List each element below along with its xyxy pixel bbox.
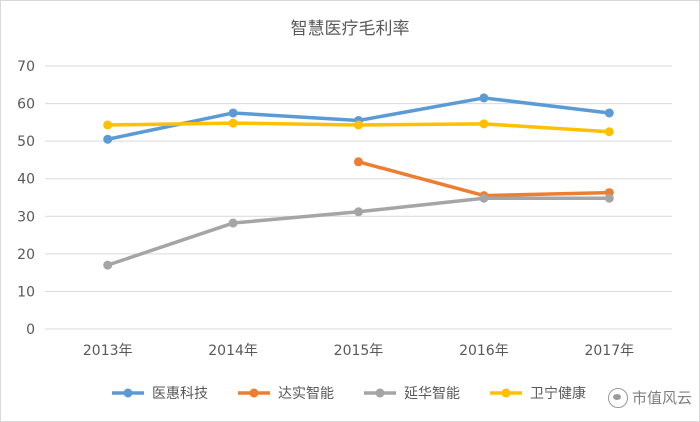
legend-label: 达实智能 (278, 386, 334, 402)
x-tick-label: 2016年 (459, 343, 509, 359)
x-tick-label: 2014年 (208, 343, 258, 359)
data-point (479, 119, 489, 129)
legend-swatch-marker (249, 388, 259, 398)
legend-label: 延华智能 (404, 386, 460, 402)
legend-swatch-marker (123, 388, 133, 398)
data-point (604, 127, 614, 137)
chart-title: 智慧医疗毛利率 (290, 19, 410, 39)
legend: 医惠科技 达实智能 延华智能 卫宁健康 (112, 385, 586, 402)
watermark-text: 市值风云 (631, 389, 692, 407)
data-point (354, 157, 363, 167)
y-tick-label: 40 (17, 172, 35, 188)
legend-label: 卫宁健康 (530, 385, 586, 402)
y-tick-label: 70 (17, 59, 35, 75)
wechat-bubble-icon (607, 387, 628, 408)
gridlines (45, 65, 672, 330)
y-tick-label: 60 (17, 97, 35, 113)
data-point (103, 260, 113, 270)
y-tick-label: 10 (17, 284, 35, 300)
data-point (228, 108, 238, 118)
series-group (103, 93, 614, 270)
data-point (228, 218, 238, 228)
y-tick-label: 50 (17, 134, 35, 150)
y-tick-label: 20 (17, 247, 35, 263)
data-point (354, 120, 363, 130)
legend-item: 延华智能 (364, 386, 460, 402)
data-point (354, 207, 363, 217)
data-point (479, 93, 489, 103)
legend-item: 达实智能 (238, 386, 334, 402)
legend-swatch-marker (375, 388, 385, 398)
legend-swatch-marker (501, 388, 511, 398)
x-axis: 2013年 2014年 2015年 2016年 2017年 (83, 343, 634, 359)
data-point (604, 193, 614, 203)
legend-item: 卫宁健康 (490, 385, 586, 402)
series-0 (103, 93, 614, 144)
y-tick-label: 30 (17, 209, 35, 225)
y-axis: 0 10 20 30 40 50 60 70 (17, 59, 35, 338)
legend-label: 医惠科技 (152, 386, 208, 402)
legend-item: 医惠科技 (112, 386, 208, 402)
x-tick-label: 2015年 (334, 343, 384, 359)
x-tick-label: 2017年 (584, 343, 634, 359)
data-point (103, 134, 113, 144)
y-tick-label: 0 (26, 322, 35, 338)
data-point (103, 120, 113, 130)
data-point (228, 118, 238, 128)
x-tick-label: 2013年 (83, 343, 133, 359)
data-point (604, 108, 614, 118)
watermark: 市值风云 (607, 387, 692, 408)
series-3 (103, 118, 614, 137)
series-2 (103, 193, 614, 270)
data-point (479, 193, 489, 203)
